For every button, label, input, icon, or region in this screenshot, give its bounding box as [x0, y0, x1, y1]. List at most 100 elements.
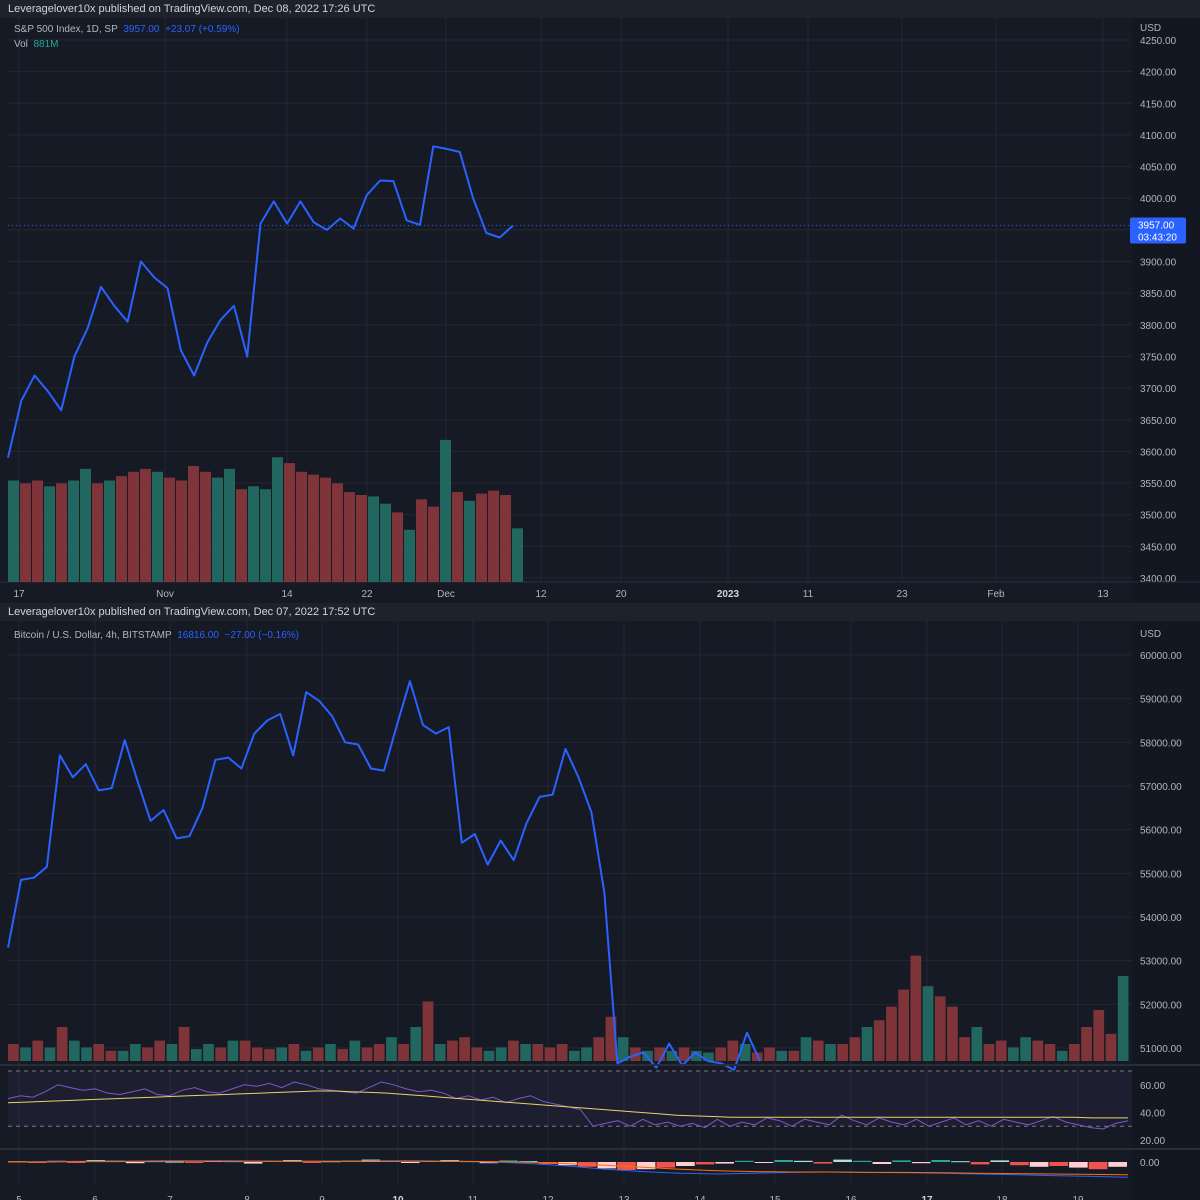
- y-tick-label: 3600.00: [1140, 447, 1177, 458]
- x-tick-label: 15: [769, 1195, 781, 1200]
- volume-value: 881M: [33, 39, 59, 50]
- x-tick-label: Dec: [437, 589, 455, 600]
- volume-bar: [464, 500, 475, 582]
- y-tick-label: 59000.00: [1140, 695, 1182, 706]
- y-tick-label: 3650.00: [1140, 416, 1177, 427]
- macd-histogram-bar: [754, 1162, 774, 1163]
- chart-background: [0, 621, 1200, 1200]
- volume-bar: [404, 529, 415, 582]
- y-tick-label: 4000.00: [1140, 194, 1177, 205]
- y-tick-label: 54000.00: [1140, 913, 1182, 924]
- volume-bar: [20, 1047, 31, 1061]
- volume-bar: [947, 1006, 958, 1061]
- volume-bar: [128, 471, 139, 582]
- macd-histogram-bar: [165, 1161, 184, 1163]
- volume-bar: [1117, 976, 1129, 1061]
- volume-bar: [166, 1044, 178, 1061]
- volume-bar: [44, 1047, 56, 1061]
- volume-label: Vol: [14, 39, 28, 50]
- volume-bar: [200, 471, 211, 582]
- y-tick-label: 55000.00: [1140, 869, 1182, 880]
- macd-histogram-bar: [1088, 1162, 1108, 1170]
- volume-bar: [308, 474, 319, 582]
- last-price: 16816.00: [177, 630, 219, 641]
- macd-histogram-bar: [125, 1162, 145, 1164]
- volume-bar: [236, 489, 247, 582]
- volume-bar: [934, 996, 946, 1061]
- y-tick-label: 3400.00: [1140, 574, 1177, 585]
- x-tick-label: 16: [845, 1195, 857, 1200]
- volume-bar: [776, 1050, 788, 1061]
- btc-chart-svg[interactable]: 51000.00 52000.00 53000.00 54000.00 55000.00…: [0, 603, 1200, 1200]
- x-tick-label: 18: [996, 1195, 1008, 1200]
- volume-bar: [873, 1020, 885, 1061]
- x-tick-label: 17: [13, 589, 25, 600]
- macd-histogram-bar: [1010, 1162, 1029, 1166]
- volume-bar: [569, 1050, 580, 1061]
- volume-bar: [344, 492, 355, 582]
- x-tick-label: 12: [542, 1195, 554, 1200]
- macd-histogram-bar: [636, 1162, 656, 1170]
- volume-bar: [398, 1044, 409, 1061]
- price-scale-background: [1132, 18, 1200, 603]
- macd-histogram-bar: [499, 1160, 518, 1162]
- volume-bar: [392, 512, 403, 582]
- x-tick-label: 7: [167, 1195, 173, 1200]
- macd-histogram-bar: [1108, 1162, 1127, 1167]
- macd-histogram-bar: [676, 1162, 695, 1166]
- volume-bar: [959, 1037, 970, 1061]
- price-scale-background: [1132, 621, 1200, 1200]
- macd-histogram-bar: [518, 1161, 538, 1163]
- x-tick-label: 9: [319, 1195, 325, 1200]
- volume-bar: [1093, 1010, 1105, 1061]
- volume-bar: [361, 1047, 373, 1061]
- volume-bar: [508, 1040, 519, 1061]
- sp500-chart-svg[interactable]: 3400.00 3450.00 3500.00 3550.00 3600.00 3650.…: [0, 0, 1200, 603]
- x-tick-label: 11: [468, 1195, 479, 1200]
- volume-bar: [800, 1037, 812, 1061]
- macd-histogram-bar: [302, 1162, 322, 1163]
- volume-bar: [284, 463, 295, 582]
- y-tick-label: 3550.00: [1140, 479, 1177, 490]
- volume-bar: [544, 1047, 556, 1061]
- volume-bar: [703, 1052, 714, 1061]
- volume-bar: [532, 1044, 544, 1061]
- y-tick-label: 3750.00: [1140, 352, 1177, 363]
- x-tick-label: 5: [16, 1195, 22, 1200]
- y-tick-label: 3700.00: [1140, 384, 1177, 395]
- macd-histogram-bar: [1029, 1162, 1049, 1167]
- volume-bar: [581, 1047, 592, 1061]
- volume-bar: [325, 1044, 336, 1061]
- volume-bar: [416, 499, 427, 582]
- volume-bar: [1020, 1037, 1031, 1061]
- volume-bar: [488, 490, 499, 582]
- volume-bar: [1056, 1050, 1068, 1061]
- volume-bar: [152, 471, 163, 582]
- y-tick-label: 3900.00: [1140, 258, 1177, 269]
- btc-chart-panel: 51000.00 52000.00 53000.00 54000.00 55000.00…: [0, 603, 1200, 1200]
- y-tick-label: 3800.00: [1140, 321, 1177, 332]
- volume-bar: [248, 486, 259, 582]
- volume-bar: [212, 477, 223, 582]
- x-tick-label: 13: [618, 1195, 630, 1200]
- y-tick-label: 4250.00: [1140, 36, 1177, 47]
- macd-histogram-bar: [1049, 1162, 1069, 1166]
- currency-label: USD: [1140, 629, 1161, 640]
- macd-histogram-bar: [833, 1159, 852, 1162]
- volume-bar: [320, 477, 331, 582]
- macd-histogram-bar: [695, 1162, 715, 1165]
- volume-bar: [105, 1050, 117, 1061]
- macd-histogram-bar: [872, 1162, 892, 1164]
- publish-line: Leveragelover10x published on TradingVie…: [0, 603, 1200, 621]
- volume-bar: [971, 1027, 983, 1061]
- macd-histogram-bar: [656, 1162, 676, 1168]
- volume-bar: [176, 480, 187, 582]
- y-tick-label: 52000.00: [1140, 1000, 1182, 1011]
- volume-legend: Vol 881M: [14, 38, 58, 52]
- volume-bar: [56, 483, 67, 582]
- x-tick-label: 2023: [717, 589, 740, 600]
- rsi-tick-label: 60.00: [1140, 1081, 1165, 1092]
- x-tick-label: 17: [921, 1195, 933, 1200]
- volume-bar: [422, 1001, 434, 1061]
- volume-bar: [296, 471, 307, 582]
